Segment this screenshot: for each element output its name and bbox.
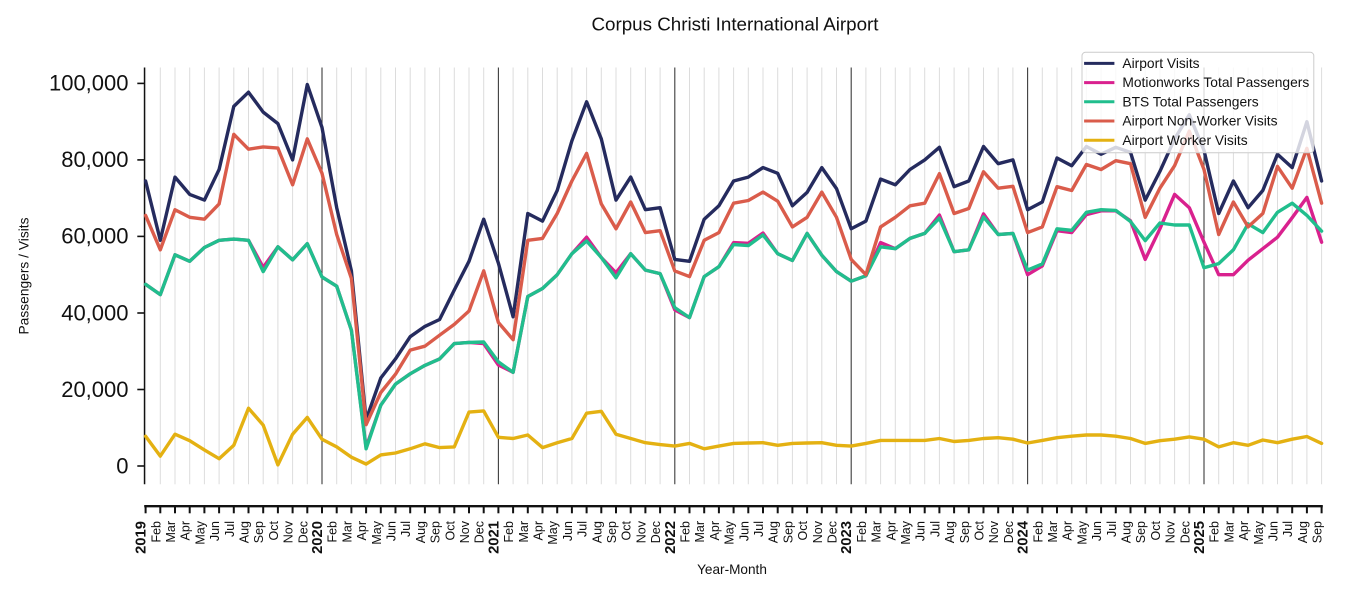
svg-text:Jul: Jul [223, 521, 237, 537]
svg-text:Dec: Dec [1002, 521, 1016, 543]
svg-text:100,000: 100,000 [49, 71, 129, 96]
svg-text:Nov: Nov [282, 520, 296, 543]
svg-text:80,000: 80,000 [61, 147, 128, 172]
svg-text:Sep: Sep [252, 521, 266, 543]
svg-text:Aug: Aug [238, 521, 252, 543]
svg-text:Aug: Aug [767, 521, 781, 543]
svg-text:60,000: 60,000 [61, 224, 128, 249]
svg-text:20,000: 20,000 [61, 377, 128, 402]
svg-text:Passengers / Visits: Passengers / Visits [17, 217, 32, 334]
svg-text:Jun: Jun [385, 521, 399, 541]
svg-text:Feb: Feb [855, 521, 869, 543]
svg-text:Dec: Dec [296, 521, 310, 543]
svg-text:Sep: Sep [1311, 521, 1325, 543]
svg-text:Sep: Sep [605, 521, 619, 543]
svg-text:Apr: Apr [1237, 521, 1251, 540]
svg-text:Aug: Aug [414, 521, 428, 543]
svg-text:Feb: Feb [502, 521, 516, 543]
svg-text:Jul: Jul [576, 521, 590, 537]
svg-text:Airport Visits: Airport Visits [1122, 56, 1199, 71]
svg-text:Sep: Sep [958, 521, 972, 543]
svg-text:Apr: Apr [884, 521, 898, 540]
svg-text:Airport Worker Visits: Airport Worker Visits [1122, 133, 1247, 148]
svg-text:Mar: Mar [517, 521, 531, 543]
svg-text:Dec: Dec [473, 521, 487, 543]
svg-text:Feb: Feb [149, 521, 163, 543]
svg-text:Aug: Aug [1296, 521, 1310, 543]
svg-text:Feb: Feb [1208, 521, 1222, 543]
svg-text:Oct: Oct [1149, 520, 1163, 540]
svg-text:Apr: Apr [532, 521, 546, 540]
svg-text:Airport Non-Worker Visits: Airport Non-Worker Visits [1122, 114, 1277, 129]
svg-text:Jun: Jun [914, 521, 928, 541]
svg-text:Sep: Sep [429, 521, 443, 543]
svg-text:Jun: Jun [1267, 521, 1281, 541]
svg-text:May: May [723, 520, 737, 544]
svg-text:2021: 2021 [486, 521, 502, 554]
svg-text:Nov: Nov [811, 520, 825, 543]
svg-text:Oct: Oct [620, 520, 634, 540]
svg-text:Dec: Dec [1178, 521, 1192, 543]
svg-text:40,000: 40,000 [61, 300, 128, 325]
svg-text:Apr: Apr [708, 521, 722, 540]
svg-text:Nov: Nov [1164, 520, 1178, 543]
svg-text:Jul: Jul [1281, 521, 1295, 537]
svg-text:Mar: Mar [1046, 521, 1060, 543]
svg-text:Aug: Aug [590, 521, 604, 543]
svg-text:Mar: Mar [340, 521, 354, 543]
svg-text:May: May [899, 520, 913, 544]
svg-text:Feb: Feb [326, 521, 340, 543]
svg-text:Sep: Sep [1134, 521, 1148, 543]
svg-text:May: May [1252, 520, 1266, 544]
svg-text:0: 0 [116, 453, 128, 478]
svg-text:2020: 2020 [310, 521, 326, 554]
svg-text:Sep: Sep [781, 521, 795, 543]
svg-text:May: May [193, 520, 207, 544]
svg-text:Oct: Oct [443, 520, 457, 540]
svg-text:Motionworks Total Passengers: Motionworks Total Passengers [1122, 75, 1309, 90]
svg-text:Dec: Dec [826, 521, 840, 543]
svg-text:Oct: Oct [973, 520, 987, 540]
svg-text:Jun: Jun [737, 521, 751, 541]
svg-text:Nov: Nov [634, 520, 648, 543]
svg-text:Jul: Jul [1105, 521, 1119, 537]
svg-text:Jun: Jun [1090, 521, 1104, 541]
svg-text:May: May [1075, 520, 1089, 544]
svg-text:Mar: Mar [164, 521, 178, 543]
svg-text:Apr: Apr [355, 521, 369, 540]
svg-text:May: May [546, 520, 560, 544]
svg-text:Nov: Nov [458, 520, 472, 543]
svg-text:2025: 2025 [1192, 521, 1208, 554]
svg-text:Jul: Jul [399, 521, 413, 537]
svg-text:2022: 2022 [663, 521, 679, 554]
svg-text:Mar: Mar [693, 521, 707, 543]
svg-text:Apr: Apr [179, 521, 193, 540]
svg-text:Apr: Apr [1061, 521, 1075, 540]
svg-text:Nov: Nov [987, 520, 1001, 543]
svg-text:Corpus Christi International A: Corpus Christi International Airport [591, 14, 879, 35]
svg-text:Dec: Dec [649, 521, 663, 543]
svg-text:May: May [370, 520, 384, 544]
svg-text:Jun: Jun [561, 521, 575, 541]
svg-text:Mar: Mar [1222, 521, 1236, 543]
svg-text:2019: 2019 [134, 521, 150, 554]
svg-text:Aug: Aug [1120, 521, 1134, 543]
svg-text:Feb: Feb [679, 521, 693, 543]
svg-text:Year-Month: Year-Month [697, 562, 767, 577]
svg-text:Jul: Jul [928, 521, 942, 537]
svg-text:Oct: Oct [267, 520, 281, 540]
svg-text:Mar: Mar [870, 521, 884, 543]
svg-text:Oct: Oct [796, 520, 810, 540]
svg-text:Jul: Jul [752, 521, 766, 537]
svg-text:2023: 2023 [839, 521, 855, 554]
svg-text:BTS Total Passengers: BTS Total Passengers [1122, 94, 1258, 109]
svg-text:Aug: Aug [943, 521, 957, 543]
svg-text:Jun: Jun [208, 521, 222, 541]
svg-text:2024: 2024 [1016, 520, 1032, 554]
svg-text:Feb: Feb [1031, 521, 1045, 543]
